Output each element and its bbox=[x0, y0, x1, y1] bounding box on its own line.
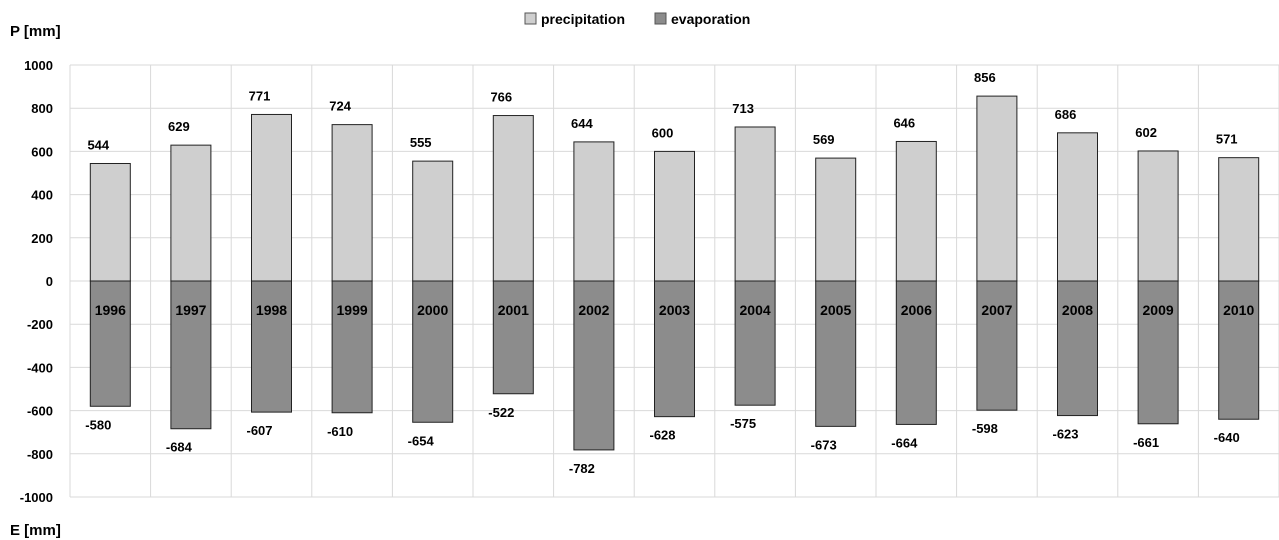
data-label-evaporation: -623 bbox=[1052, 427, 1078, 442]
bar-precipitation bbox=[573, 141, 615, 282]
data-label-evaporation: -684 bbox=[166, 440, 193, 455]
y-tick-label: -600 bbox=[27, 404, 53, 419]
category-label: 1996 bbox=[95, 302, 126, 318]
bar-evaporation bbox=[1057, 280, 1098, 417]
legend-swatch-precipitation bbox=[524, 12, 537, 25]
bar-precipitation bbox=[1057, 132, 1098, 282]
bars bbox=[89, 95, 1260, 451]
bar-evaporation bbox=[170, 280, 212, 430]
bar-evaporation bbox=[412, 280, 454, 423]
category-label: 2001 bbox=[498, 302, 529, 318]
data-label-evaporation: -654 bbox=[408, 433, 435, 448]
category-label: 2009 bbox=[1143, 302, 1174, 318]
bar-evaporation bbox=[1137, 280, 1179, 425]
y-tick-label: 400 bbox=[31, 188, 53, 203]
legend-swatch-evaporation bbox=[654, 12, 667, 25]
category-label: 2008 bbox=[1062, 302, 1093, 318]
y-axis-ticks: 1000 800 600 400 200 0 -200 -400 -600 -800 -1000 bbox=[20, 58, 53, 505]
data-label-evaporation: -598 bbox=[972, 421, 998, 436]
y-axis-title-bottom: E [mm] bbox=[10, 522, 61, 539]
data-label-evaporation: -661 bbox=[1133, 435, 1159, 450]
data-label-precipitation: 629 bbox=[168, 119, 190, 134]
bar-evaporation bbox=[976, 280, 1018, 411]
bar-evaporation bbox=[815, 280, 857, 427]
legend: precipitation evaporation bbox=[524, 11, 750, 27]
data-label-precipitation: 686 bbox=[1055, 107, 1077, 122]
bar-evaporation bbox=[331, 280, 373, 414]
bar-precipitation bbox=[331, 124, 373, 282]
y-tick-label: 200 bbox=[31, 231, 53, 246]
bar-precipitation bbox=[412, 160, 454, 282]
bar-precipitation bbox=[492, 115, 534, 282]
data-label-evaporation: -640 bbox=[1214, 430, 1240, 445]
data-label-precipitation: 644 bbox=[571, 116, 593, 131]
y-tick-label: -800 bbox=[27, 447, 53, 462]
category-label: 1998 bbox=[256, 302, 287, 318]
data-label-precipitation: 571 bbox=[1216, 132, 1238, 147]
data-label-evaporation: -673 bbox=[811, 437, 837, 452]
bar-precipitation bbox=[895, 140, 937, 282]
category-label: 2007 bbox=[981, 302, 1012, 318]
bar-precipitation bbox=[251, 113, 292, 282]
bar-precipitation bbox=[815, 157, 857, 282]
bar-evaporation bbox=[573, 280, 615, 451]
bar-precipitation bbox=[976, 95, 1018, 282]
legend-label-precipitation: precipitation bbox=[541, 11, 625, 27]
legend-label-evaporation: evaporation bbox=[671, 11, 750, 27]
bar-evaporation bbox=[89, 280, 131, 407]
data-label-precipitation: 771 bbox=[249, 88, 271, 103]
data-label-precipitation: 646 bbox=[893, 115, 915, 130]
data-label-precipitation: 600 bbox=[652, 125, 674, 140]
bar-evaporation bbox=[895, 280, 937, 425]
bar-evaporation bbox=[654, 280, 695, 418]
data-label-evaporation: -610 bbox=[327, 424, 353, 439]
bar-precipitation bbox=[734, 126, 776, 282]
data-label-evaporation: -607 bbox=[246, 423, 272, 438]
category-label: 2010 bbox=[1223, 302, 1254, 318]
y-tick-label: 600 bbox=[31, 144, 53, 159]
category-label: 1999 bbox=[337, 302, 368, 318]
data-labels: 544 -580 1996 629 -684 1997 771 -607 1998 724 -610… bbox=[85, 70, 1254, 476]
category-label: 2006 bbox=[901, 302, 932, 318]
category-label: 1997 bbox=[175, 302, 206, 318]
category-label: 2002 bbox=[578, 302, 609, 318]
data-label-precipitation: 555 bbox=[410, 135, 432, 150]
bar-precipitation bbox=[1218, 157, 1260, 282]
data-label-evaporation: -575 bbox=[730, 416, 756, 431]
bar-precipitation bbox=[654, 150, 695, 282]
y-tick-label: -200 bbox=[27, 317, 53, 332]
category-label: 2004 bbox=[740, 302, 771, 318]
data-label-precipitation: 569 bbox=[813, 132, 835, 147]
y-tick-label: -400 bbox=[27, 360, 53, 375]
data-label-precipitation: 856 bbox=[974, 70, 996, 85]
bar-evaporation bbox=[492, 280, 534, 395]
data-label-precipitation: 713 bbox=[732, 101, 754, 116]
data-label-precipitation: 544 bbox=[87, 137, 109, 152]
data-label-precipitation: 724 bbox=[329, 99, 351, 114]
y-tick-label: 800 bbox=[31, 101, 53, 116]
y-tick-label: -1000 bbox=[20, 490, 53, 505]
data-label-evaporation: -628 bbox=[649, 428, 675, 443]
data-label-evaporation: -580 bbox=[85, 417, 111, 432]
data-label-evaporation: -782 bbox=[569, 461, 595, 476]
bar-precipitation bbox=[89, 162, 131, 282]
category-label: 2005 bbox=[820, 302, 851, 318]
y-tick-label: 0 bbox=[46, 274, 53, 289]
data-label-evaporation: -664 bbox=[891, 435, 918, 450]
data-label-precipitation: 602 bbox=[1135, 125, 1157, 140]
bar-precipitation bbox=[170, 144, 212, 282]
data-label-evaporation: -522 bbox=[488, 405, 514, 420]
bar-evaporation bbox=[734, 280, 776, 406]
category-label: 2000 bbox=[417, 302, 448, 318]
bar-evaporation bbox=[251, 280, 292, 413]
category-label: 2003 bbox=[659, 302, 690, 318]
bar-precipitation bbox=[1137, 150, 1179, 282]
bar-evaporation bbox=[1218, 280, 1260, 420]
data-label-precipitation: 766 bbox=[490, 90, 512, 105]
y-axis-title-top: P [mm] bbox=[10, 23, 61, 40]
y-tick-label: 1000 bbox=[24, 58, 53, 73]
